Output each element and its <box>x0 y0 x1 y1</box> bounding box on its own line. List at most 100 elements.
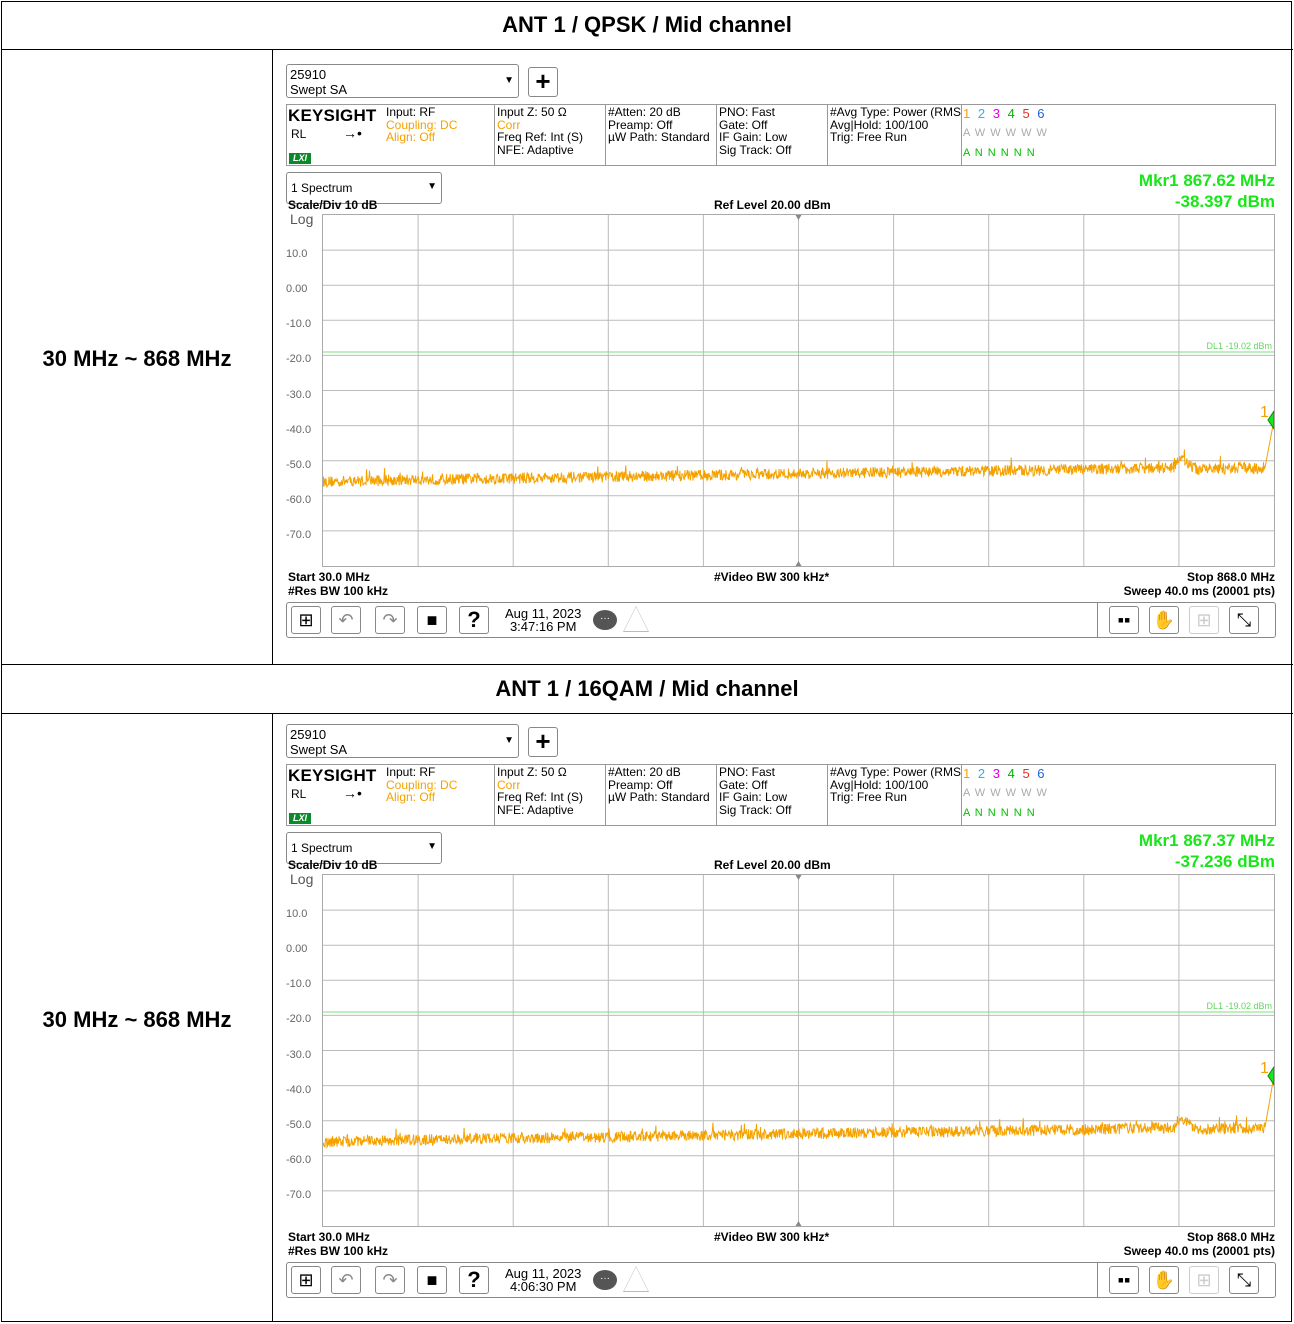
trace-settings[interactable] <box>961 765 1275 825</box>
trace-number[interactable]: 3 <box>992 106 1002 121</box>
spectrum-plot[interactable]: DL1 -19.02 dBm 1 <box>322 874 1275 1227</box>
multi-screen-button[interactable]: ▪▪ <box>1109 1266 1139 1294</box>
help-button[interactable]: ? <box>459 606 489 634</box>
marker-diamond-icon <box>1267 410 1274 430</box>
trace-number[interactable]: 3 <box>992 766 1002 781</box>
ref-level-label: Ref Level 20.00 dBm <box>714 858 831 872</box>
trace-number[interactable]: 6 <box>1037 766 1047 781</box>
marker-number: 1 <box>1260 404 1269 421</box>
trace-number[interactable]: 1 <box>963 766 973 781</box>
file-button[interactable]: ■ <box>417 1266 447 1294</box>
y-tick-label: -50.0 <box>286 1118 312 1131</box>
y-tick-label: -20.0 <box>286 353 312 366</box>
touch-button[interactable]: ✋ <box>1149 1266 1179 1294</box>
alert-triangle-icon[interactable] <box>623 606 649 632</box>
trace-number[interactable]: 2 <box>977 766 988 781</box>
redo-button[interactable]: ↷ <box>375 606 405 634</box>
help-button[interactable]: ? <box>459 1266 489 1294</box>
trace-type-row: A W W W W W <box>963 127 1048 139</box>
atten-settings[interactable]: #Atten: 20 dB Preamp: Off µW Path: Stand… <box>605 765 716 825</box>
res-bw-label: #Res BW 100 kHz <box>288 1244 389 1258</box>
trace-number[interactable]: 6 <box>1037 106 1047 121</box>
measurement-dropdown[interactable]: 25910 Swept SA ▼ <box>286 724 519 758</box>
dropdown-arrow-icon: ▼ <box>427 841 437 852</box>
y-tick-label: -30.0 <box>286 1048 312 1061</box>
display-line-label: DL1 -19.02 dBm <box>1206 341 1272 351</box>
trig-setting: Trig: Free Run <box>830 130 907 144</box>
trace-number[interactable]: 1 <box>963 106 973 121</box>
dropdown-arrow-icon: ▼ <box>427 181 437 192</box>
redo-button[interactable]: ↷ <box>375 1266 405 1294</box>
mode-name: Swept SA <box>290 742 348 757</box>
trace-number[interactable]: 5 <box>1022 106 1032 121</box>
windows-layout-button[interactable]: ⊞ <box>1189 1266 1219 1294</box>
y-tick-label: -60.0 <box>286 1153 312 1166</box>
atten-setting: #Atten: 20 dB <box>608 105 681 119</box>
trig-setting: Trig: Free Run <box>830 790 907 804</box>
trace-line <box>323 1075 1274 1149</box>
start-freq-label: Start 30.0 MHz <box>288 1230 371 1244</box>
windows-button[interactable]: ⊞ <box>291 1266 321 1294</box>
view-dropdown[interactable]: 1 Spectrum ▼ <box>286 832 442 864</box>
message-icon[interactable]: ··· <box>593 610 617 630</box>
trace-number[interactable]: 2 <box>977 106 988 121</box>
undo-button[interactable]: ↶ <box>331 606 361 634</box>
date-time: Aug 11, 2023 3:47:16 PM <box>505 607 581 633</box>
spectrum-plot[interactable]: DL1 -19.02 dBm 1 <box>322 214 1275 567</box>
taskbar: ⊞ ↶ ↷ ■ ? Aug 11, 2023 4:06:30 PM ··· ▪▪… <box>286 1262 1276 1298</box>
trace-settings[interactable] <box>961 105 1275 165</box>
layout-icon: ⊞ <box>1196 610 1212 630</box>
trace-number[interactable]: 4 <box>1007 766 1017 781</box>
trace-number[interactable]: 4 <box>1007 106 1017 121</box>
file-button[interactable]: ■ <box>417 606 447 634</box>
preamp-setting: Preamp: Off <box>608 117 673 132</box>
multi-screen-button[interactable]: ▪▪ <box>1109 606 1139 634</box>
alert-triangle-icon[interactable] <box>623 1266 649 1292</box>
date-label: Aug 11, 2023 <box>505 606 582 621</box>
marker-amplitude: -37.236 dBm <box>1174 852 1275 871</box>
avg-settings[interactable]: #Avg Type: Power (RMS) Avg|Hold: 100/100… <box>827 105 961 165</box>
atten-settings[interactable]: #Atten: 20 dB Preamp: Off µW Path: Stand… <box>605 105 716 165</box>
sweep-settings[interactable]: PNO: Fast Gate: Off IF Gain: Low Sig Tra… <box>716 765 827 825</box>
column-divider <box>272 713 273 1322</box>
input-settings[interactable]: Input: RF Coupling: DC Align: Off <box>384 765 494 825</box>
trace-numbers: 1 2 3 4 5 6 <box>963 106 1047 121</box>
video-bw-label: #Video BW 300 kHz* <box>714 570 830 584</box>
date-time: Aug 11, 2023 4:06:30 PM <box>505 1267 581 1293</box>
hand-icon: ✋ <box>1152 610 1176 630</box>
input-z-settings[interactable]: Input Z: 50 Ω Corr Freq Ref: Int (S) NFE… <box>494 765 605 825</box>
grid-icon: ▪▪ <box>1117 610 1131 630</box>
y-tick-label: -10.0 <box>286 978 312 991</box>
zoom-button[interactable]: ⤡ <box>1229 606 1259 634</box>
trace-number[interactable]: 5 <box>1022 766 1032 781</box>
windows-layout-button[interactable]: ⊞ <box>1189 606 1219 634</box>
input-settings[interactable]: Input: RF Coupling: DC Align: Off <box>384 105 494 165</box>
rl-label: RL <box>291 787 307 801</box>
avg-type-setting: #Avg Type: Power (RMS) <box>830 105 961 119</box>
avg-hold-setting: Avg|Hold: 100/100 <box>830 777 929 792</box>
input-setting: Input: RF <box>386 765 436 779</box>
shrink-icon: ⤡ <box>1236 1270 1252 1290</box>
avg-settings[interactable]: #Avg Type: Power (RMS) Avg|Hold: 100/100… <box>827 765 961 825</box>
dropdown-arrow-icon: ▼ <box>504 75 514 86</box>
y-tick-label: -20.0 <box>286 1013 312 1026</box>
message-icon[interactable]: ··· <box>593 1270 617 1290</box>
ref-marker-top-icon <box>795 875 802 880</box>
add-screen-button[interactable]: + <box>528 727 558 757</box>
y-tick-label: -50.0 <box>286 458 312 471</box>
pno-setting: PNO: Fast <box>719 105 776 119</box>
undo-button[interactable]: ↶ <box>331 1266 361 1294</box>
view-dropdown[interactable]: 1 Spectrum ▼ <box>286 172 442 204</box>
freq-ref-setting: Freq Ref: Int (S) <box>497 130 584 144</box>
input-arrow-icon: →• <box>343 785 362 801</box>
input-z-setting: Input Z: 50 Ω <box>497 105 567 119</box>
input-z-settings[interactable]: Input Z: 50 Ω Corr Freq Ref: Int (S) NFE… <box>494 105 605 165</box>
sweep-settings[interactable]: PNO: Fast Gate: Off IF Gain: Low Sig Tra… <box>716 105 827 165</box>
windows-button[interactable]: ⊞ <box>291 606 321 634</box>
if-gain-setting: IF Gain: Low <box>719 790 788 804</box>
section-title: ANT 1 / QPSK / Mid channel <box>1 1 1293 50</box>
measurement-dropdown[interactable]: 25910 Swept SA ▼ <box>286 64 519 98</box>
touch-button[interactable]: ✋ <box>1149 606 1179 634</box>
add-screen-button[interactable]: + <box>528 67 558 97</box>
zoom-button[interactable]: ⤡ <box>1229 1266 1259 1294</box>
